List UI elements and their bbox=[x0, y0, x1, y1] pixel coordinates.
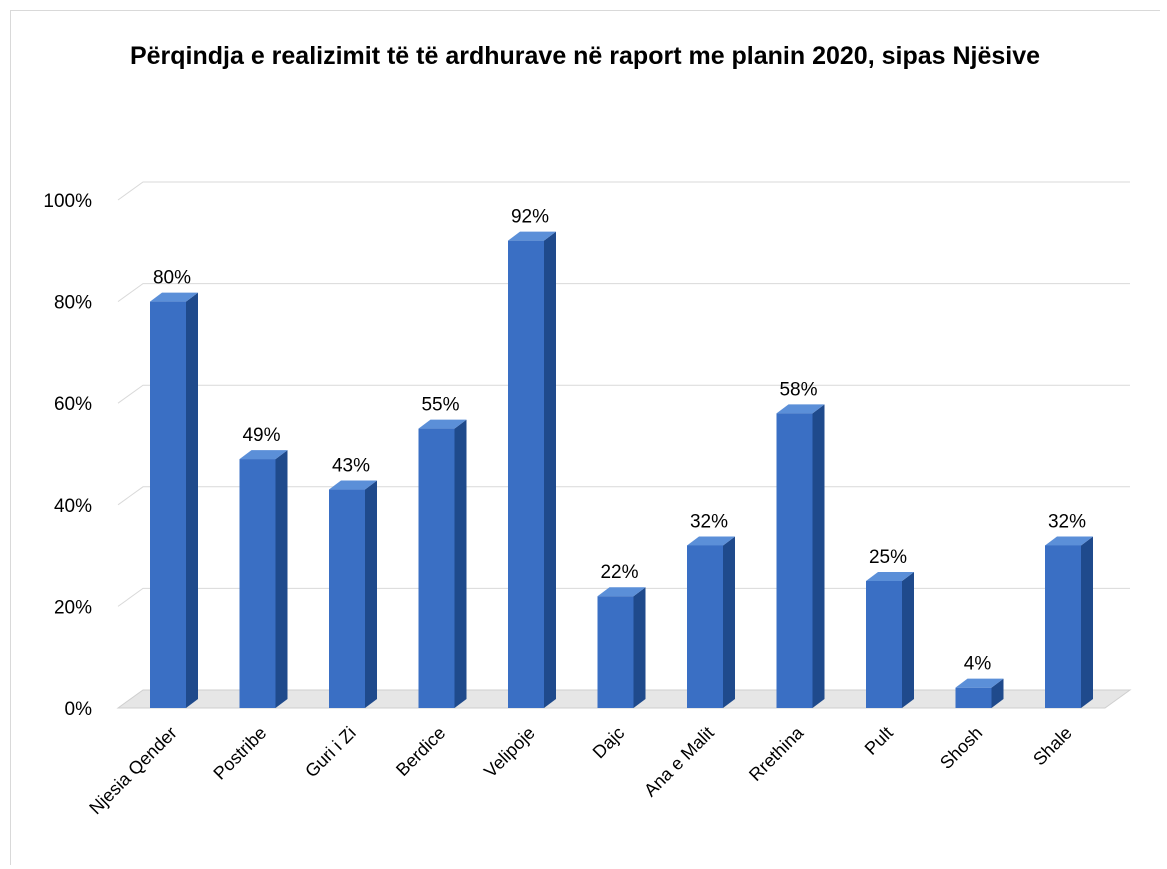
x-tick-label: Njesia Qender bbox=[85, 723, 181, 819]
y-axis-tick-labels: 0% 20% 40% 60% 80% 100% bbox=[43, 191, 92, 720]
bar-side bbox=[633, 587, 646, 708]
data-label: 80% bbox=[153, 268, 191, 289]
data-labels: 80% 49% 43% 55% 92% 22% 32% 58% 25% 4% 32% bbox=[153, 207, 1086, 675]
bar-front bbox=[418, 428, 455, 708]
bar bbox=[597, 587, 646, 708]
x-tick-label: Pult bbox=[861, 723, 897, 759]
x-tick-label: Rrethina bbox=[745, 722, 808, 785]
x-tick-label: Velipoje bbox=[480, 723, 539, 782]
bar-side bbox=[454, 419, 467, 708]
bar-side bbox=[723, 536, 735, 708]
x-tick-label: Postribe bbox=[209, 723, 270, 784]
x-tick-label: Ana e Malit bbox=[640, 723, 718, 801]
bar bbox=[687, 536, 735, 708]
data-label: 4% bbox=[964, 654, 992, 675]
bar-side bbox=[991, 678, 1004, 708]
x-tick-label: Guri i Zi bbox=[301, 723, 360, 782]
data-label: 32% bbox=[1048, 511, 1086, 532]
data-label: 49% bbox=[242, 425, 280, 446]
bar-top bbox=[508, 231, 556, 241]
y-tick-label: 60% bbox=[54, 394, 92, 415]
bar bbox=[1045, 536, 1093, 708]
bar-top bbox=[866, 572, 914, 581]
data-label: 32% bbox=[690, 511, 728, 532]
bar-top bbox=[955, 678, 1004, 688]
y-tick-label: 100% bbox=[43, 191, 92, 212]
bar bbox=[866, 572, 914, 708]
bar bbox=[418, 419, 467, 708]
bar bbox=[955, 678, 1004, 708]
bar bbox=[150, 292, 198, 708]
y-tick-label: 80% bbox=[54, 293, 92, 314]
bar bbox=[776, 404, 825, 708]
chart-title: Përqindja e realizimit të të ardhurave n… bbox=[129, 42, 1041, 70]
bar bbox=[239, 450, 288, 708]
bar bbox=[508, 231, 556, 708]
gridline bbox=[117, 181, 1130, 201]
bar-top bbox=[329, 480, 377, 490]
bar-side bbox=[902, 572, 914, 708]
data-label: 43% bbox=[332, 456, 370, 477]
x-axis-tick-labels: Njesia Qender Postribe Guri i Zi Berdice Vel… bbox=[85, 722, 1076, 818]
bar-front bbox=[329, 489, 365, 708]
bar-front bbox=[1045, 545, 1081, 708]
bar-front bbox=[508, 240, 544, 708]
x-tick-label: Shosh bbox=[936, 723, 986, 773]
bar-side bbox=[186, 292, 198, 708]
bar-side bbox=[812, 404, 825, 708]
bar-side bbox=[275, 450, 288, 708]
bar-front bbox=[150, 301, 186, 708]
bar-top bbox=[418, 419, 467, 429]
x-tick-label: Shale bbox=[1029, 723, 1076, 770]
bar-front bbox=[597, 596, 634, 708]
bar-front bbox=[776, 413, 813, 708]
bar-side bbox=[1081, 536, 1093, 708]
chart-area bbox=[10, 10, 1160, 865]
bar-top bbox=[239, 450, 288, 460]
y-tick-label: 40% bbox=[54, 496, 92, 517]
data-label: 25% bbox=[869, 547, 907, 568]
bar-top bbox=[150, 292, 198, 302]
y-tick-label: 0% bbox=[65, 699, 93, 720]
data-label: 22% bbox=[600, 562, 638, 583]
bar-front bbox=[239, 459, 276, 708]
bar-front bbox=[687, 545, 723, 708]
bar-side bbox=[365, 480, 377, 708]
gridline bbox=[117, 384, 1130, 404]
bar-top bbox=[687, 536, 735, 546]
gridline bbox=[117, 283, 1130, 303]
data-label: 58% bbox=[779, 379, 817, 400]
bar-front bbox=[866, 581, 902, 708]
x-tick-label: Dajc bbox=[589, 723, 629, 763]
bar-top bbox=[1045, 536, 1093, 546]
data-label: 55% bbox=[421, 395, 459, 416]
bar bbox=[329, 480, 377, 708]
y-tick-label: 20% bbox=[54, 597, 92, 618]
bars bbox=[150, 231, 1093, 708]
bar-front bbox=[955, 687, 992, 708]
bar-top bbox=[597, 587, 646, 597]
data-label: 92% bbox=[511, 207, 549, 228]
x-tick-label: Berdice bbox=[392, 723, 449, 780]
bar-side bbox=[544, 231, 556, 708]
bar-top bbox=[776, 404, 825, 414]
